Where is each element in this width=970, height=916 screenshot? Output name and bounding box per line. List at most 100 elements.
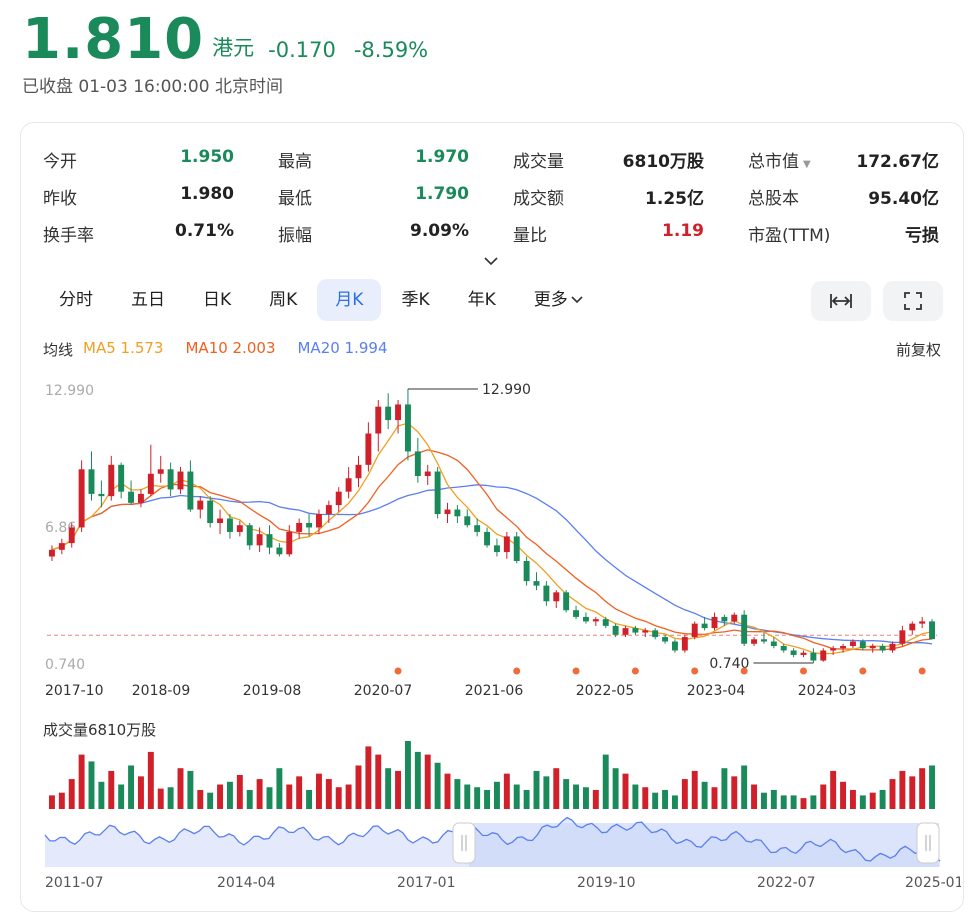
tab-1[interactable]: 五日 [131, 290, 165, 310]
volume-bar [98, 781, 105, 809]
adjust-mode[interactable]: 前复权 [895, 341, 941, 359]
candle-body [652, 630, 659, 638]
caret-down-icon[interactable]: ▼ [803, 159, 811, 170]
candle [335, 487, 342, 512]
volume-bar [464, 784, 471, 809]
tab-4[interactable]: 月K [317, 279, 382, 321]
range-navigator[interactable]: 2011-07 2014-04 2017-01 2019-10 2022-07 2025-… [21, 813, 961, 893]
candle [602, 616, 609, 629]
tab-5[interactable]: 季K [401, 290, 430, 310]
volume-bar [474, 787, 481, 809]
volume-bar [108, 770, 115, 809]
candle-body [157, 469, 164, 474]
candle [573, 605, 580, 620]
volume-bar [187, 770, 194, 809]
candle-body [464, 516, 471, 526]
stat-label: 成交额 [513, 189, 564, 209]
x-tick-label: 2019-08 [243, 683, 302, 699]
candle-body [167, 469, 174, 490]
volume-bar [414, 751, 421, 809]
fit-width-button[interactable] [811, 281, 871, 321]
tab-0[interactable]: 分时 [59, 290, 93, 310]
candle [810, 648, 817, 663]
tab-6[interactable]: 年K [467, 290, 496, 310]
candle-body [355, 464, 362, 479]
stat-item: 最低 1.790 [278, 184, 469, 209]
tab-2[interactable]: 日K [203, 290, 232, 310]
volume-bar [276, 768, 283, 809]
event-dot [631, 667, 639, 675]
stat-item: 昨收 1.980 [43, 184, 234, 209]
candle [691, 621, 698, 640]
candle [197, 496, 204, 519]
volume-chart[interactable] [21, 739, 961, 811]
candle [622, 625, 629, 638]
volume-bar [325, 779, 332, 809]
volume-bar [711, 787, 718, 809]
candle [760, 632, 767, 644]
volume-bar [137, 776, 144, 809]
candle-body [68, 527, 75, 544]
y-tick-label: 0.740 [45, 657, 85, 673]
candle [355, 455, 362, 488]
candle-body [869, 646, 876, 649]
candle-body [108, 464, 115, 497]
candle-body [187, 471, 194, 510]
candle [217, 509, 224, 535]
volume-bar [671, 795, 678, 809]
candle [523, 556, 530, 586]
navigator-tick-label: 2022-07 [757, 875, 816, 891]
candle-body [365, 433, 372, 465]
candle-body [335, 491, 342, 506]
tab-3[interactable]: 周K [269, 290, 298, 310]
candle-body [573, 610, 580, 617]
candle [444, 502, 451, 523]
navigator-tick-label: 2014-04 [217, 875, 276, 891]
stats-row: 今开 1.950 最高 1.970 成交量 6810万股 总市值 ▼ 172.67亿 [43, 141, 941, 178]
candle-body [306, 522, 313, 528]
x-tick-label: 2024-03 [798, 683, 857, 699]
volume-bar [879, 789, 886, 809]
navigator-left-handle[interactable] [452, 822, 476, 864]
stat-label: 振幅 [278, 226, 312, 246]
fullscreen-button[interactable] [883, 281, 943, 321]
candle-body [118, 464, 125, 492]
candle [226, 514, 233, 539]
event-dot [740, 667, 748, 675]
candle [177, 467, 184, 494]
candle [137, 489, 144, 508]
chevron-down-icon[interactable] [483, 251, 499, 270]
candle [820, 648, 827, 662]
candle-body [78, 469, 85, 528]
kline-chart[interactable]: 12.990 6.86 0.740 12.990 0.740 2017-10 2018-09… [21, 373, 961, 703]
volume-bar [859, 795, 866, 809]
candle [869, 643, 876, 653]
volume-bar [780, 795, 787, 809]
ma5-line [51, 422, 933, 655]
stats-grid: 今开 1.950 最高 1.970 成交量 6810万股 总市值 ▼ 172.67亿昨收 1.98… [43, 141, 941, 252]
candle [315, 509, 322, 535]
candle-body [286, 531, 293, 555]
volume-bar [909, 776, 916, 809]
volume-bar [919, 768, 926, 809]
volume-bar [266, 787, 273, 809]
candle-body [810, 652, 817, 661]
volume-bar [78, 754, 85, 809]
stat-item: 成交额 1.25亿 [513, 184, 704, 209]
chart-tools [811, 281, 943, 321]
candle [582, 612, 589, 624]
candle-body [889, 643, 896, 651]
volume-bar [236, 775, 243, 809]
volume-bar [523, 789, 530, 809]
stat-item: 量比 1.19 [513, 221, 704, 246]
tab-7[interactable]: 更多 [516, 279, 602, 321]
volume-bar [177, 768, 184, 809]
fullscreen-icon [904, 292, 922, 310]
navigator-right-handle[interactable] [916, 822, 940, 864]
candle-body [711, 616, 718, 629]
candle [365, 422, 372, 472]
candle-body [197, 500, 204, 510]
navigator-tick-label: 2017-01 [397, 875, 456, 891]
x-tick-label: 2018-09 [132, 683, 191, 699]
candle-body [691, 623, 698, 638]
